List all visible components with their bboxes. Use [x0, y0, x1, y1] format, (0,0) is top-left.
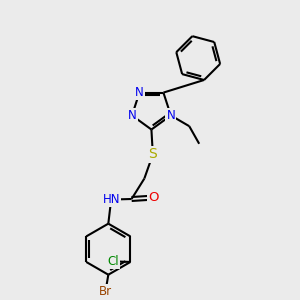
Text: HN: HN	[102, 193, 120, 206]
Text: Br: Br	[99, 285, 112, 298]
Text: N: N	[167, 109, 175, 122]
Text: O: O	[148, 191, 159, 204]
Text: S: S	[148, 148, 157, 161]
Text: N: N	[135, 86, 144, 99]
Text: Cl: Cl	[107, 255, 119, 268]
Text: N: N	[128, 109, 136, 122]
